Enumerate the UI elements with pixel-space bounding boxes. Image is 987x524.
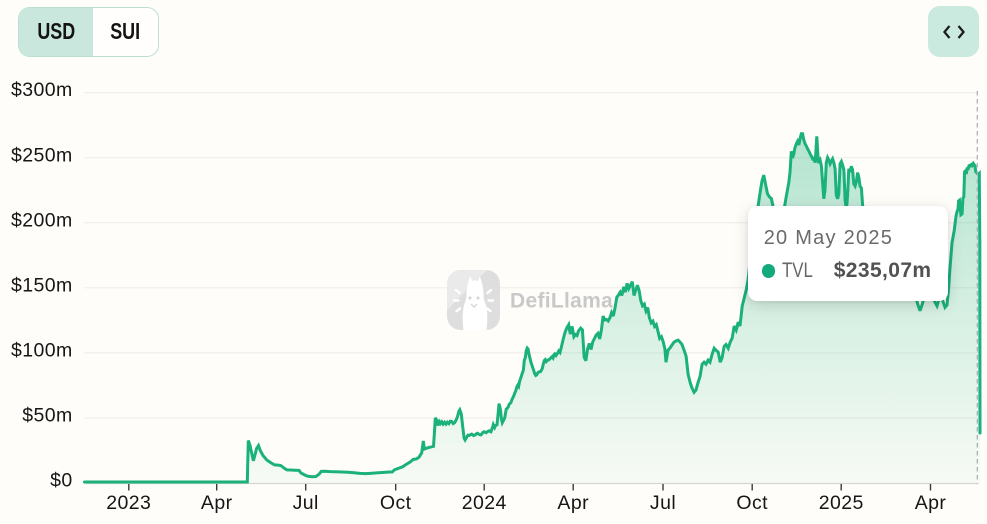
svg-text:Jul: Jul <box>650 492 676 514</box>
svg-text:Apr: Apr <box>557 492 589 514</box>
svg-text:Oct: Oct <box>736 492 768 514</box>
svg-text:DefiLlama: DefiLlama <box>510 290 613 313</box>
svg-text:2024: 2024 <box>462 492 507 514</box>
svg-text:Apr: Apr <box>915 492 947 514</box>
svg-text:$150m: $150m <box>11 274 73 296</box>
svg-text:$300m: $300m <box>11 79 73 101</box>
svg-text:Jul: Jul <box>293 492 319 514</box>
svg-text:$250m: $250m <box>11 144 73 166</box>
svg-text:Oct: Oct <box>380 492 412 514</box>
svg-text:Apr: Apr <box>201 492 233 514</box>
svg-text:$100m: $100m <box>11 340 73 362</box>
svg-text:2025: 2025 <box>819 492 864 514</box>
svg-text:$200m: $200m <box>11 209 73 231</box>
svg-text:2023: 2023 <box>106 492 151 514</box>
svg-text:$50m: $50m <box>22 405 72 427</box>
svg-text:$0: $0 <box>50 470 73 492</box>
